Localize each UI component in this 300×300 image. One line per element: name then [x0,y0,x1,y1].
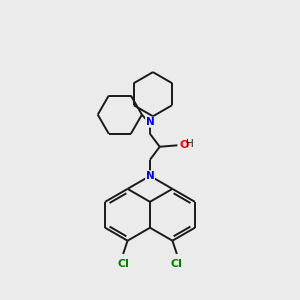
Text: Cl: Cl [171,259,183,269]
Text: N: N [146,117,154,127]
Text: Cl: Cl [117,259,129,269]
Text: H: H [186,139,194,149]
Text: O: O [179,140,189,150]
Text: N: N [146,171,154,181]
